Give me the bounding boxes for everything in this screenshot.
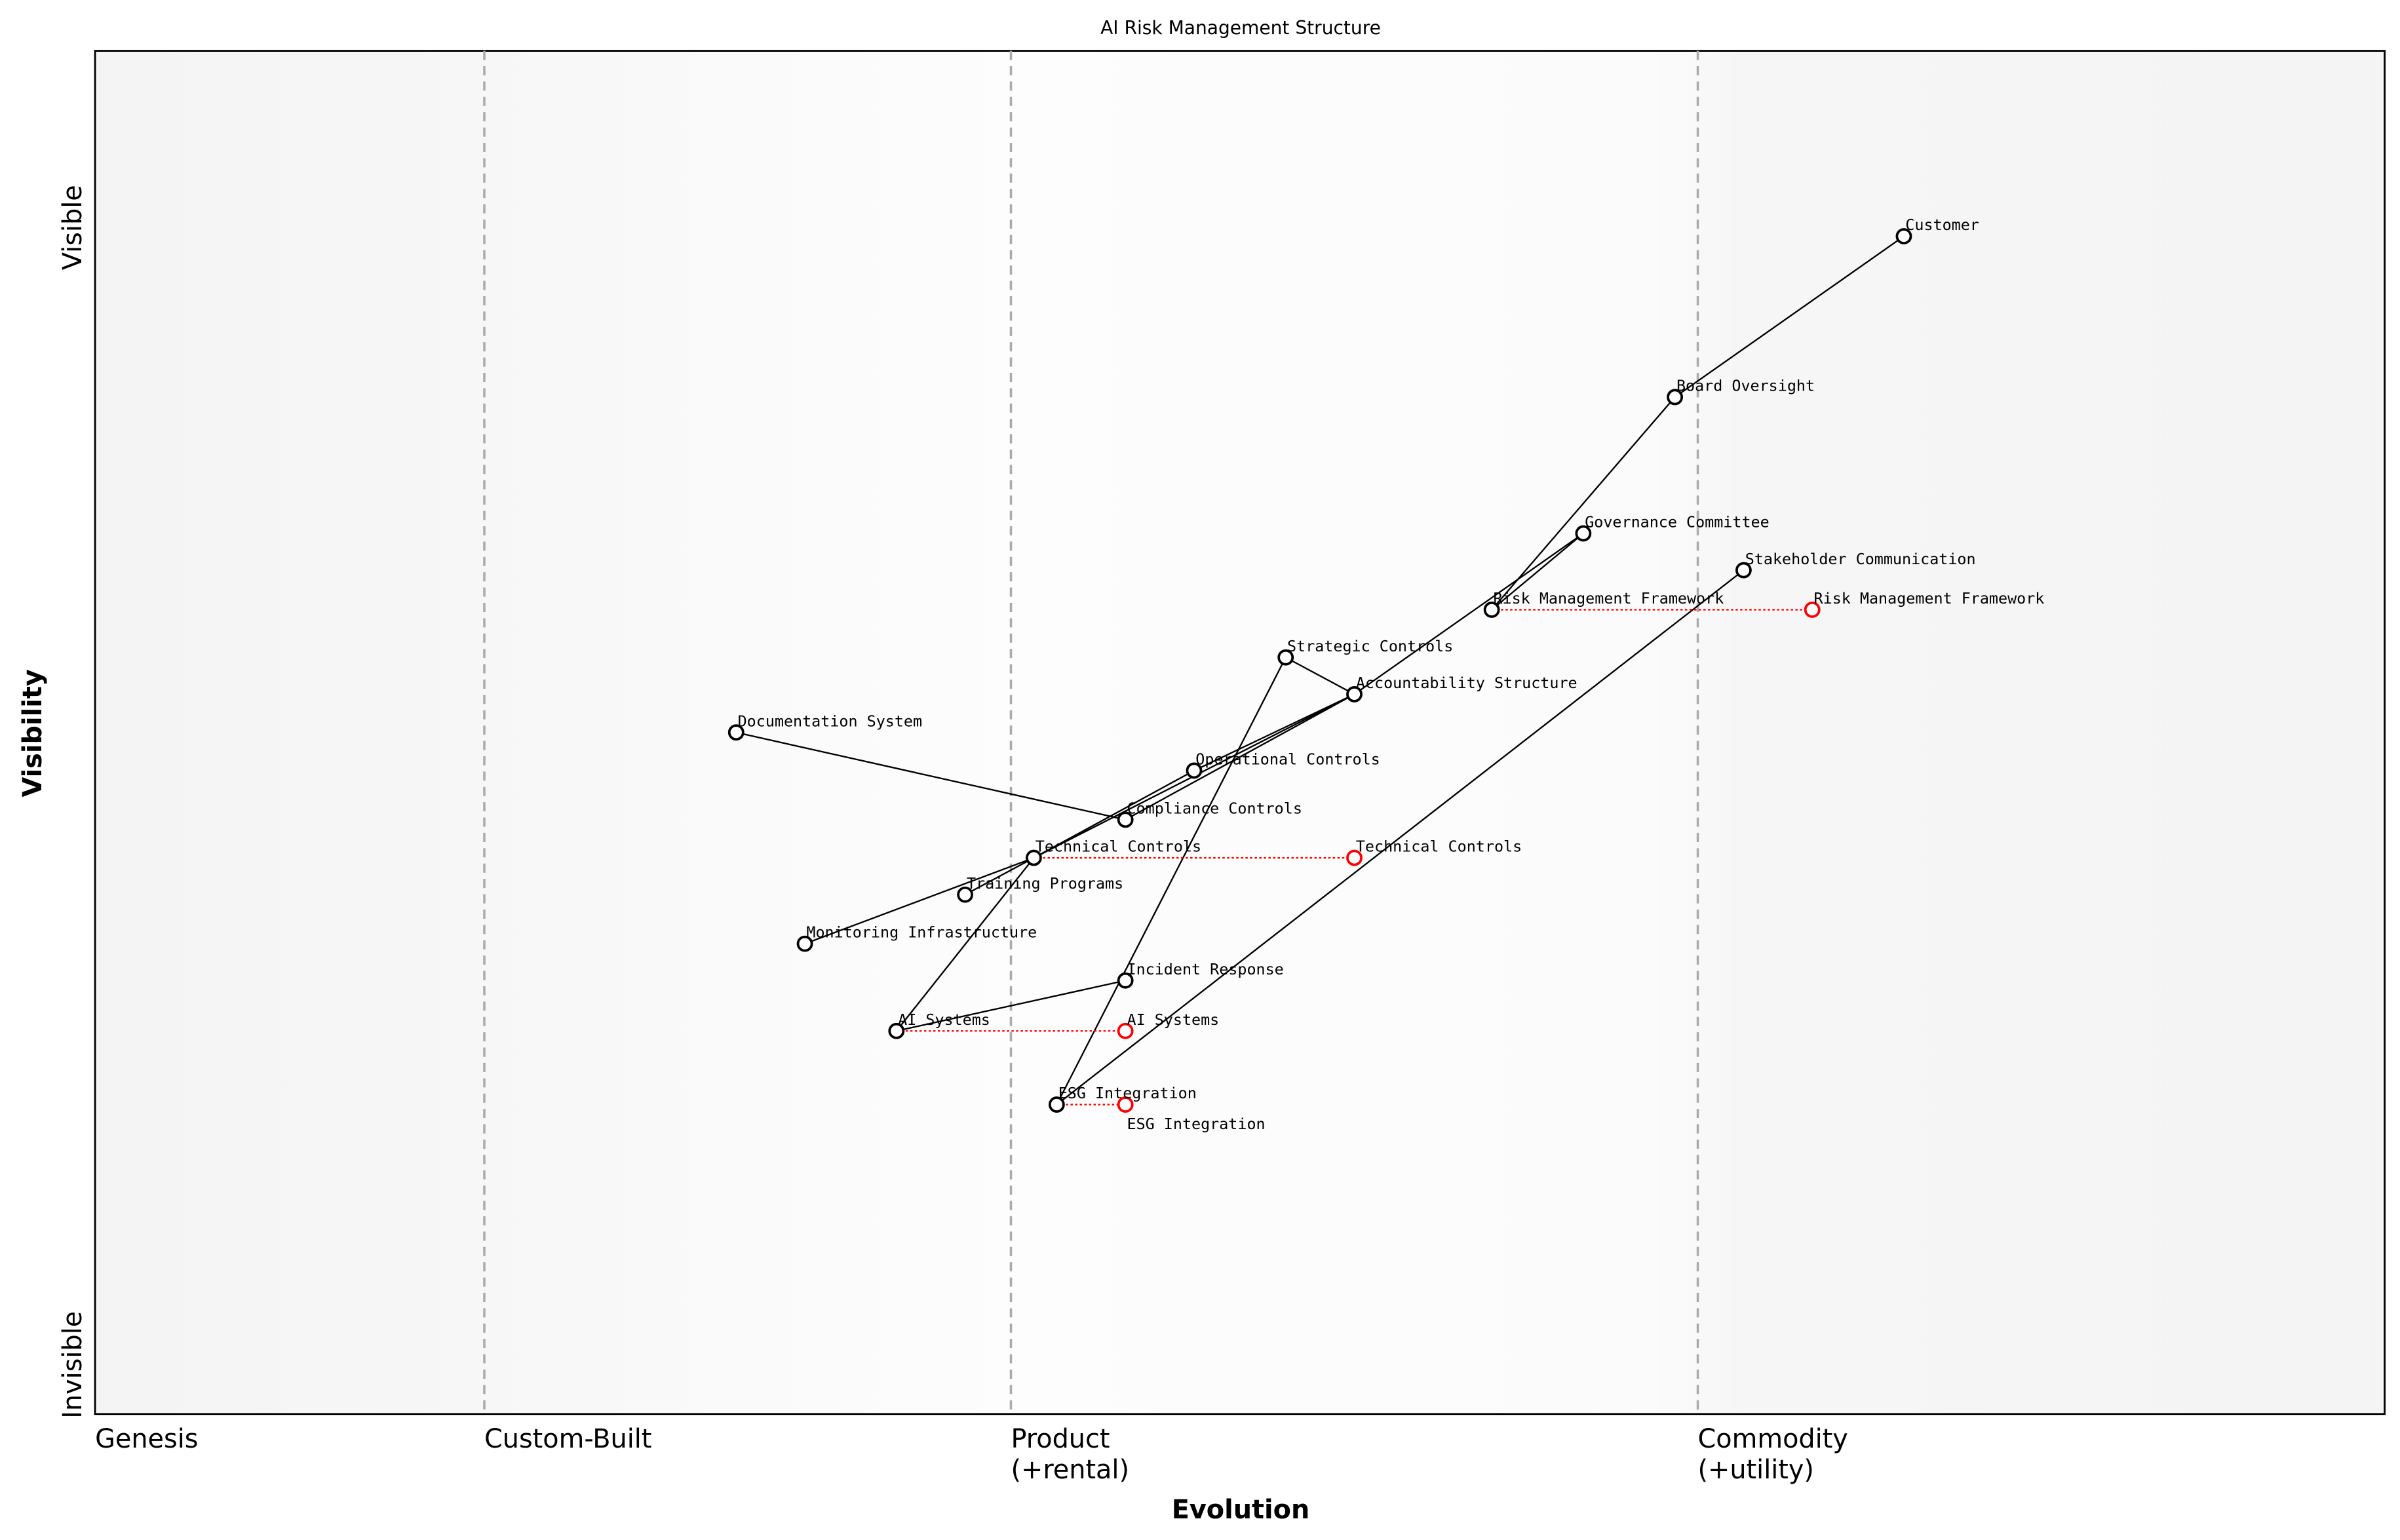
y-tick-invisible: Invisible: [58, 1311, 88, 1419]
component-node-strategic-controls[interactable]: [1277, 649, 1294, 666]
link-accountability-structure-to-compliance-controls: [1125, 693, 1355, 820]
component-node-stakeholder-communication[interactable]: [1735, 562, 1752, 579]
component-label-incident-response: Incident Response: [1127, 960, 1284, 978]
component-label-training-programs: Training Programs: [967, 874, 1123, 893]
component-label-risk-management-framework: Risk Management Framework: [1493, 589, 1724, 607]
stage-sublabel-product: (+rental): [1011, 1455, 1129, 1485]
link-risk-management-framework-to-governance-committee: [1491, 533, 1584, 611]
component-label-strategic-controls: Strategic Controls: [1287, 637, 1453, 655]
stage-label-product: Product: [1011, 1424, 1110, 1454]
link-stakeholder-communication-to-esg-integration: [1056, 569, 1745, 1106]
link-technical-controls-to-ai-systems: [895, 857, 1035, 1031]
component-node-monitoring-infrastructure[interactable]: [796, 935, 813, 952]
component-label-governance-committee: Governance Committee: [1585, 513, 1769, 531]
evolved-node-risk-management-framework[interactable]: [1804, 602, 1821, 618]
evolved-node-ai-systems[interactable]: [1117, 1022, 1134, 1039]
link-documentation-system-to-compliance-controls: [736, 731, 1126, 820]
component-node-governance-committee[interactable]: [1575, 525, 1592, 542]
component-node-operational-controls[interactable]: [1186, 762, 1203, 779]
component-label-customer: Customer: [1905, 216, 1979, 234]
component-label-ai-systems: AI Systems: [898, 1011, 990, 1029]
component-node-risk-management-framework[interactable]: [1483, 602, 1500, 618]
evolved-node-esg-integration[interactable]: [1117, 1096, 1134, 1113]
link-operational-controls-to-technical-controls: [1033, 769, 1195, 859]
component-label-accountability-structure: Accountability Structure: [1356, 674, 1577, 692]
component-node-documentation-system[interactable]: [727, 724, 745, 741]
link-board-oversight-to-risk-management-framework: [1491, 396, 1676, 611]
component-label-compliance-controls: Compliance Controls: [1127, 799, 1302, 817]
component-node-ai-systems[interactable]: [888, 1022, 905, 1039]
y-axis-label: Visibility: [18, 669, 48, 797]
component-node-incident-response[interactable]: [1117, 972, 1134, 989]
link-customer-to-board-oversight: [1674, 235, 1905, 398]
component-node-board-oversight[interactable]: [1667, 389, 1684, 406]
component-node-training-programs[interactable]: [957, 886, 974, 903]
y-tick-visible: Visible: [58, 185, 88, 270]
component-label-board-oversight: Board Oversight: [1676, 377, 1815, 395]
component-label-documentation-system: Documentation System: [738, 712, 922, 730]
component-node-accountability-structure[interactable]: [1346, 686, 1363, 703]
link-technical-controls-to-training-programs: [965, 857, 1034, 896]
plot-area: [94, 50, 2386, 1415]
evolved-label-risk-management-framework: Risk Management Framework: [1814, 589, 2045, 607]
component-label-technical-controls: Technical Controls: [1035, 837, 1201, 856]
component-label-stakeholder-communication: Stakeholder Communication: [1745, 550, 1976, 568]
component-node-esg-integration[interactable]: [1048, 1096, 1065, 1113]
link-governance-committee-to-accountability-structure: [1353, 533, 1584, 695]
evolved-label-technical-controls: Technical Controls: [1356, 837, 1522, 856]
x-axis-label: Evolution: [1172, 1495, 1310, 1525]
component-node-customer[interactable]: [1895, 228, 1912, 244]
component-node-technical-controls[interactable]: [1026, 849, 1042, 866]
stage-label-commodity: Commodity: [1698, 1424, 1848, 1454]
link-strategic-controls-to-accountability-structure: [1285, 657, 1355, 695]
evolved-label-ai-systems: AI Systems: [1127, 1011, 1220, 1029]
stage-label-genesis: Genesis: [95, 1424, 198, 1454]
link-strategic-controls-to-esg-integration: [1056, 657, 1287, 1106]
evolved-label-esg-integration: ESG Integration: [1127, 1115, 1266, 1133]
component-label-monitoring-infrastructure: Monitoring Infrastructure: [806, 923, 1037, 942]
component-label-esg-integration: ESG Integration: [1058, 1084, 1197, 1102]
evolved-node-technical-controls[interactable]: [1346, 849, 1363, 866]
link-ai-systems-to-incident-response: [896, 980, 1126, 1032]
map-title: AI Risk Management Structure: [1100, 17, 1381, 39]
stage-sublabel-commodity: (+utility): [1698, 1455, 1814, 1485]
link-accountability-structure-to-operational-controls: [1193, 693, 1355, 771]
link-technical-controls-to-monitoring-infrastructure: [804, 857, 1034, 945]
stage-label-custom-built: Custom-Built: [484, 1424, 651, 1454]
component-node-compliance-controls[interactable]: [1117, 811, 1134, 828]
component-label-operational-controls: Operational Controls: [1195, 750, 1380, 769]
